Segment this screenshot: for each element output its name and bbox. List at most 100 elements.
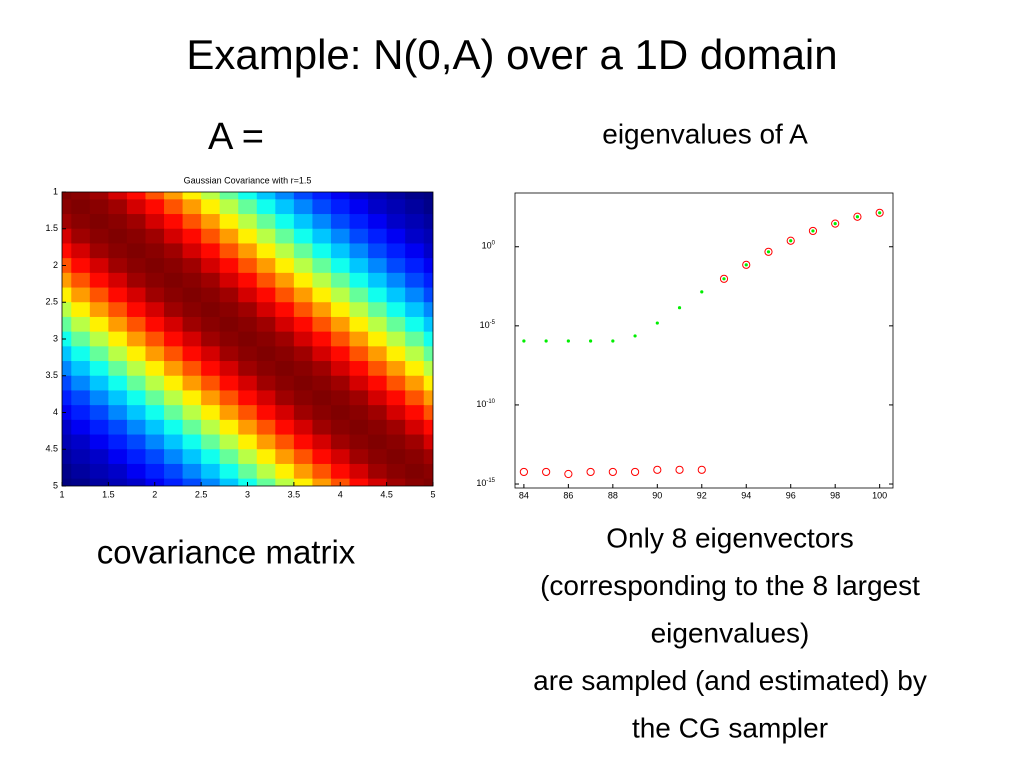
heatmap-cell (386, 419, 406, 436)
heatmap-cell (368, 272, 388, 289)
heatmap-cell (386, 258, 406, 274)
x-tick-label: 100 (872, 490, 887, 500)
heatmap-cell (349, 258, 369, 274)
heatmap-cell (108, 449, 128, 465)
heatmap-cell (71, 419, 91, 436)
heatmap-cell (182, 375, 202, 392)
heatmap-cell (405, 434, 425, 450)
heatmap-cell (219, 434, 239, 450)
x-tick-label: 1 (59, 489, 64, 499)
heatmap-cell (275, 258, 295, 274)
heatmap-cell (182, 361, 202, 377)
heatmap-cell (275, 272, 295, 289)
heatmap-cell (126, 331, 147, 347)
heatmap-cell (293, 390, 314, 406)
heatmap-cell (423, 478, 433, 486)
heatmap-cell (182, 478, 202, 486)
heatmap-cell (89, 449, 109, 465)
heatmap-cell (275, 419, 295, 436)
heatmap-cell (89, 272, 109, 289)
heatmap-cell (368, 463, 388, 480)
heatmap-cell (293, 192, 314, 200)
heatmap-cell (126, 243, 147, 259)
heatmap-cell (330, 390, 351, 406)
heatmap-cell (312, 331, 332, 347)
tick-base: 10 (480, 320, 490, 330)
heatmap-cell (62, 375, 72, 392)
heatmap-cell (62, 419, 72, 436)
heatmap-cell (108, 287, 128, 303)
heatmap-cell (108, 331, 128, 347)
marker-dot (544, 339, 548, 343)
heatmap-cell (312, 346, 332, 362)
heatmap-cell (330, 375, 351, 392)
marker-dot (766, 250, 771, 254)
heatmap-cell (293, 405, 314, 421)
heatmap-cell (164, 346, 184, 362)
heatmap-cell (293, 449, 314, 465)
heatmap-cell (238, 287, 258, 303)
heatmap-cell (164, 302, 184, 318)
marker-circle (586, 467, 595, 477)
heatmap-cell (330, 449, 351, 465)
heatmap-cell (201, 192, 221, 200)
heatmap-cell (201, 199, 221, 215)
heatmap-cell (164, 316, 184, 333)
heatmap-cell (219, 375, 239, 392)
heatmap-cell (182, 434, 202, 450)
heatmap-cell (330, 272, 351, 289)
heatmap-cell (62, 434, 72, 450)
heatmap-cell (256, 199, 276, 215)
heatmap-cell (126, 199, 147, 215)
heatmap-cell (368, 449, 388, 465)
heatmap-cell (71, 346, 91, 362)
heatmap-cell (423, 375, 433, 392)
heatmap-cell (386, 405, 406, 421)
heatmap-cell (89, 258, 109, 274)
heatmap-cell (386, 316, 406, 333)
heatmap-cell (145, 243, 165, 259)
heatmap-cell (62, 316, 72, 333)
x-tick-label: 5 (430, 489, 435, 499)
heatmap-cell (423, 287, 433, 303)
heatmap-cell (405, 302, 425, 318)
marker-dot (855, 215, 860, 219)
heatmap-cell (71, 302, 91, 318)
heatmap-cell (126, 258, 147, 274)
heatmap-cell (423, 302, 433, 318)
heatmap-cell (164, 463, 184, 480)
heatmap-cell (219, 405, 239, 421)
heatmap-cell (145, 199, 165, 215)
heatmap-cell (164, 287, 184, 303)
heatmap-cell (219, 331, 239, 347)
heatmap-cell (71, 361, 91, 377)
heatmap-cell (293, 272, 314, 289)
heatmap-cell (330, 434, 351, 450)
heatmap-cell (71, 316, 91, 333)
heatmap-cell (238, 214, 258, 230)
heatmap-cell (182, 449, 202, 465)
heatmap-cell (89, 331, 109, 347)
heatmap-cell (108, 258, 128, 274)
tick-exponent: -10 (486, 399, 495, 405)
heatmap-cell (368, 390, 388, 406)
heatmap-cell (256, 434, 276, 450)
heatmap-cell (405, 316, 425, 333)
heatmap-cell (312, 192, 332, 200)
heatmap-cell (275, 375, 295, 392)
heatmap-cell (368, 302, 388, 318)
heatmap-cell (89, 243, 109, 259)
heatmap-cell (126, 375, 147, 392)
marker-dot (611, 339, 615, 343)
heatmap-cell (164, 390, 184, 406)
heatmap-cell (423, 405, 433, 421)
heatmap-cell (182, 331, 202, 347)
heatmap-cell (256, 214, 276, 230)
heatmap-cell (164, 478, 184, 486)
heatmap-cell (405, 375, 425, 392)
heatmap-cell (219, 199, 239, 215)
heatmap-cell (386, 214, 406, 230)
